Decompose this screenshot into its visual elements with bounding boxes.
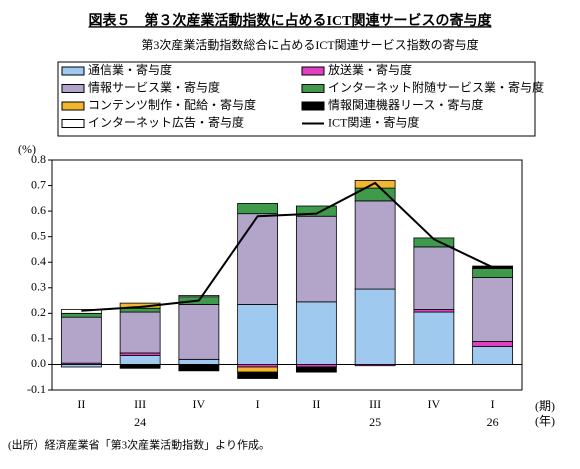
y-tick-label: 0.4	[31, 254, 46, 268]
bar-segment	[119, 311, 161, 354]
period-unit: (期)	[535, 399, 555, 413]
year-label: 25	[369, 415, 381, 429]
x-tick-label: II	[312, 397, 320, 411]
x-tick-label: II	[77, 397, 85, 411]
bar-segment	[472, 277, 514, 342]
legend-label: インターネット附随サービス業・寄与度	[328, 79, 544, 94]
bar-segment	[354, 288, 396, 365]
bar-segment	[413, 246, 455, 310]
bar-segment	[60, 309, 102, 314]
y-tick-label: 0.2	[31, 305, 46, 319]
legend-swatch	[61, 101, 85, 111]
chart-subtitle: 第3次産業活動指数総合に占めるICT関連サービス指数の寄与度	[141, 37, 478, 52]
bar-segment	[178, 358, 220, 365]
legend-label: 情報関連機器リース・寄与度	[328, 97, 483, 112]
bar-segment	[237, 203, 279, 215]
bar-segment	[472, 268, 514, 278]
bar-segment	[60, 316, 102, 364]
legend-swatch	[301, 84, 325, 93]
bar-segment	[354, 200, 396, 290]
bar-segment	[178, 303, 220, 360]
x-tick-label: I	[491, 397, 495, 411]
bar-segment	[295, 366, 337, 373]
bar-segment	[472, 341, 514, 347]
year-label: 26	[487, 415, 499, 429]
y-tick-label: 0.0	[31, 356, 46, 370]
x-tick-label: III	[369, 397, 381, 411]
y-tick-label: 0.1	[31, 331, 46, 345]
legend-swatch	[61, 119, 85, 128]
bar-segment	[472, 346, 514, 365]
x-tick-label: IV	[428, 397, 441, 411]
bar-segment	[178, 364, 220, 372]
bar-segment	[237, 213, 279, 305]
bar-segment	[119, 364, 161, 369]
bar-segment	[60, 312, 102, 318]
bar-segment	[237, 371, 279, 379]
x-tick-label: III	[134, 397, 146, 411]
legend-label: コンテンツ制作・配給・寄与度	[88, 97, 256, 112]
bar-segment	[295, 301, 337, 365]
y-tick-label: 0.5	[31, 228, 46, 242]
bar-segment	[413, 311, 455, 365]
bar-segment	[354, 364, 396, 367]
bar-segment	[237, 366, 279, 373]
x-tick-label: I	[256, 397, 260, 411]
legend-swatch	[61, 66, 85, 76]
legend-label: 通信業・寄与度	[88, 62, 172, 77]
source-note: (出所）経済産業省「第3次産業活動指数」より作成。	[8, 438, 270, 452]
bar-segment	[178, 295, 220, 298]
x-tick-label: IV	[193, 397, 206, 411]
bar-segment	[295, 215, 337, 303]
legend-label: ICT関連・寄与度	[328, 114, 419, 129]
ict-line	[81, 181, 494, 312]
legend-label: インターネット広告・寄与度	[88, 114, 244, 129]
y-tick-label: 0.6	[31, 203, 46, 217]
legend-swatch	[301, 101, 325, 111]
plot-frame	[51, 159, 523, 391]
legend-box	[57, 61, 536, 137]
legend-label: 情報サービス業・寄与度	[88, 79, 220, 94]
bar-segment	[237, 303, 279, 365]
chart-title: 図表５ 第３次産業活動指数に占めるICT関連サービスの寄与度	[89, 12, 493, 29]
legend-label: 放送業・寄与度	[328, 62, 412, 77]
legend-swatch	[61, 84, 85, 93]
y-tick-label: 0.8	[31, 152, 46, 166]
year-label: 24	[134, 415, 146, 429]
y-tick-label: -0.1	[27, 382, 46, 396]
bar-segment	[119, 355, 161, 365]
y-unit: (%)	[18, 142, 36, 156]
bar-segment	[295, 205, 337, 217]
legend-swatch	[301, 66, 325, 76]
y-tick-label: 0.7	[31, 177, 46, 191]
y-tick-label: 0.3	[31, 280, 46, 294]
year-unit: (年)	[535, 414, 555, 428]
